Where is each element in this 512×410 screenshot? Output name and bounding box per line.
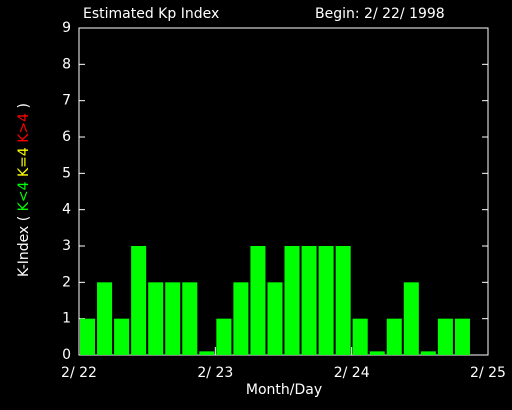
bar	[284, 246, 300, 355]
bar	[250, 246, 266, 355]
bar	[352, 318, 368, 355]
x-tick-label: 2/ 22	[61, 365, 97, 381]
bar	[267, 282, 283, 355]
bar	[80, 318, 96, 355]
bar	[318, 246, 334, 355]
bar	[386, 318, 402, 355]
chart-title: Estimated Kp Index	[83, 6, 219, 22]
bar	[335, 246, 351, 355]
x-tick-label: 2/ 24	[334, 365, 370, 381]
bar	[165, 282, 181, 355]
x-tick-label: 2/ 25	[470, 365, 506, 381]
bar	[233, 282, 249, 355]
bar	[301, 246, 317, 355]
bar	[369, 351, 385, 355]
y-tick-label: 3	[62, 238, 71, 254]
chart-subtitle: Begin: 2/ 22/ 1998	[315, 6, 445, 22]
bar	[97, 282, 113, 355]
y-label-end: )	[16, 103, 32, 108]
y-label-start: K-Index (	[16, 216, 32, 277]
y-tick-label: 6	[62, 129, 71, 145]
bar	[403, 282, 419, 355]
y-tick-label: 7	[62, 93, 71, 109]
bar	[216, 318, 232, 355]
bar	[131, 246, 147, 355]
legend-entry: K=4	[16, 147, 32, 177]
bar	[420, 351, 436, 355]
bar	[148, 282, 164, 355]
y-tick-label: 5	[62, 165, 71, 181]
y-tick-label: 1	[62, 311, 71, 327]
x-axis-label: Month/Day	[246, 382, 322, 398]
y-tick-label: 0	[62, 347, 71, 363]
legend-entry: K>4	[16, 113, 32, 143]
bar	[437, 318, 453, 355]
y-axis-label: K-Index ( K<4 K=4 K>4 )	[16, 103, 32, 277]
bar	[182, 282, 198, 355]
x-tick-label: 2/ 23	[197, 365, 233, 381]
plot-frame	[78, 27, 489, 356]
bar	[454, 318, 470, 355]
y-tick-label: 9	[62, 20, 71, 36]
y-tick-label: 8	[62, 56, 71, 72]
y-tick-label: 2	[62, 274, 71, 290]
legend-entry: K<4	[16, 181, 32, 211]
bar	[114, 318, 130, 355]
y-tick-label: 4	[62, 202, 71, 218]
bar	[199, 351, 215, 355]
